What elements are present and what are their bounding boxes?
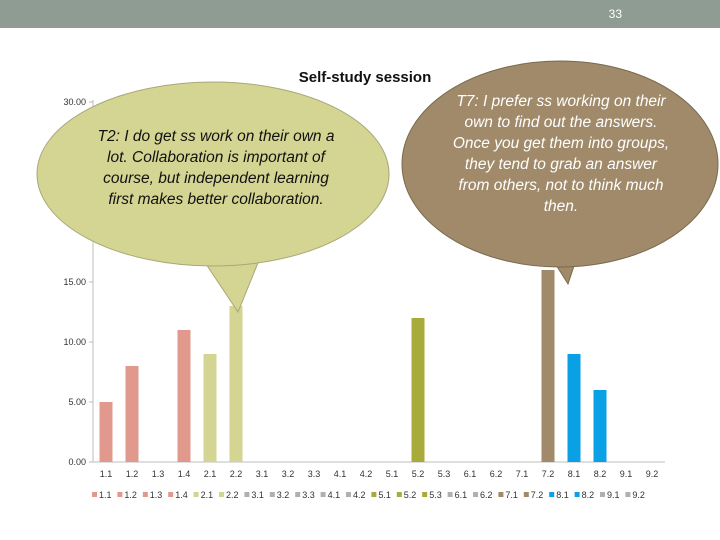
legend-swatch-3-2 (269, 492, 275, 497)
legend-label: 8.1 (556, 490, 569, 500)
x-tick-label: 4.2 (360, 469, 373, 479)
x-tick-label: 5.1 (386, 469, 399, 479)
legend-label: 1.1 (99, 490, 112, 500)
legend-swatch-5-3 (422, 492, 428, 497)
page-number: 33 (608, 7, 622, 21)
legend-swatch-3-1 (244, 492, 250, 497)
legend-label: 5.3 (429, 490, 442, 500)
legend-swatch-1-3 (142, 492, 148, 497)
legend-swatch-2-2 (219, 492, 224, 497)
bar-2-1 (203, 354, 217, 462)
x-tick-label: 8.2 (594, 469, 607, 479)
top-bar: 33 (0, 0, 720, 28)
legend-label: 1.4 (175, 490, 188, 500)
x-tick-label: 3.3 (308, 469, 321, 479)
legend-swatch-8-2 (574, 492, 580, 497)
legend-swatch-4-1 (320, 492, 326, 497)
legend-swatch-8-1 (549, 492, 555, 497)
y-tick-label: 10.00 (63, 337, 86, 347)
legend-label: 6.1 (455, 490, 468, 500)
legend-label: 4.2 (353, 490, 366, 500)
legend-label: 9.2 (632, 490, 645, 500)
y-tick-label: 5.00 (68, 397, 86, 407)
x-tick-label: 7.1 (516, 469, 529, 479)
bar-2-2 (229, 306, 243, 462)
x-tick-label: 6.2 (490, 469, 503, 479)
x-tick-label: 3.2 (282, 469, 295, 479)
x-tick-label: 1.4 (178, 469, 191, 479)
legend-label: 4.1 (328, 490, 341, 500)
bar-5-2 (411, 318, 425, 462)
x-tick-label: 5.2 (412, 469, 425, 479)
bar-8-1 (567, 354, 581, 462)
legend-label: 3.1 (251, 490, 264, 500)
x-tick-label: 4.1 (334, 469, 347, 479)
legend-swatch-1-4 (168, 492, 174, 497)
legend-label: 7.2 (531, 490, 544, 500)
legend-swatch-1-1 (92, 492, 97, 497)
legend-swatch-1-2 (117, 492, 123, 497)
x-tick-label: 9.2 (646, 469, 659, 479)
legend-label: 2.1 (201, 490, 214, 500)
y-tick-label: 30.00 (63, 97, 86, 107)
x-tick-label: 1.2 (126, 469, 139, 479)
legend-label: 9.1 (607, 490, 620, 500)
legend-swatch-2-1 (193, 492, 199, 497)
bar-8-2 (593, 390, 607, 462)
legend-label: 5.2 (404, 490, 417, 500)
legend-label: 7.1 (505, 490, 518, 500)
bar-1-2 (125, 366, 139, 462)
legend-label: 6.2 (480, 490, 493, 500)
x-tick-label: 2.2 (230, 469, 243, 479)
legend-swatch-6-2 (473, 492, 478, 497)
legend-swatch-3-3 (295, 492, 301, 497)
legend-swatch-7-2 (523, 492, 529, 497)
x-tick-label: 2.1 (204, 469, 217, 479)
legend-swatch-7-1 (498, 492, 504, 497)
legend-label: 5.1 (378, 490, 391, 500)
callout-t2-bubble (36, 81, 390, 267)
x-tick-label: 5.3 (438, 469, 451, 479)
x-tick-label: 7.2 (542, 469, 555, 479)
y-tick-label: 15.00 (63, 277, 86, 287)
legend-swatch-4-2 (346, 492, 351, 497)
legend-label: 1.3 (150, 490, 163, 500)
legend-label: 8.2 (582, 490, 595, 500)
legend-swatch-5-2 (396, 492, 402, 497)
y-tick-label: 0.00 (68, 457, 86, 467)
callout-t7-bubble (401, 60, 719, 268)
legend-swatch-6-1 (447, 492, 453, 497)
x-tick-label: 9.1 (620, 469, 633, 479)
legend-label: 2.2 (226, 490, 239, 500)
bar-1-1 (99, 402, 113, 462)
chart-title: Self-study session (298, 69, 432, 86)
callout-t2-text: T2: I do get ss work on their own a lot.… (97, 128, 335, 208)
legend-label: 3.3 (302, 490, 315, 500)
bar-1-4 (177, 330, 191, 462)
x-tick-label: 1.1 (100, 469, 113, 479)
legend-swatch-5-1 (371, 492, 377, 497)
callout-t7-text: T7: I prefer ss working on their own to … (452, 93, 670, 215)
legend-label: 3.2 (277, 490, 290, 500)
x-tick-label: 1.3 (152, 469, 165, 479)
legend-swatch-9-2 (625, 492, 631, 497)
bar-7-2 (541, 270, 555, 462)
legend-swatch-9-1 (600, 492, 605, 497)
x-tick-label: 3.1 (256, 469, 269, 479)
x-tick-label: 8.1 (568, 469, 581, 479)
x-tick-label: 6.1 (464, 469, 477, 479)
legend-label: 1.2 (124, 490, 137, 500)
